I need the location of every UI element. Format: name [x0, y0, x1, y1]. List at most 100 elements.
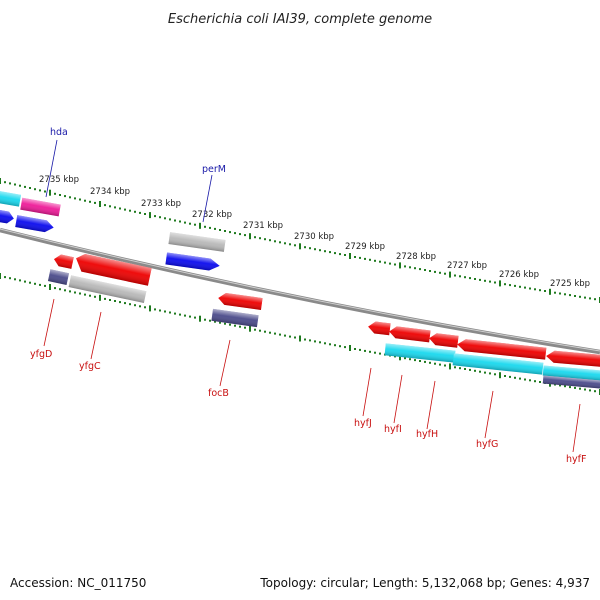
gene-yfgC[interactable] — [74, 252, 152, 286]
minor-tick — [439, 271, 441, 274]
gene-hyfG[interactable] — [457, 338, 547, 360]
minor-tick — [594, 298, 596, 301]
minor-tick — [59, 194, 61, 196]
gene-label-yfgD[interactable]: yfgD — [30, 349, 52, 360]
major-tick — [299, 243, 301, 250]
minor-tick — [539, 381, 541, 383]
minor-tick — [279, 333, 281, 336]
minor-tick — [54, 192, 56, 195]
minor-tick — [224, 230, 226, 232]
map-title: Escherichia coli IAI39, complete genome — [168, 12, 432, 27]
gene-hda[interactable] — [20, 197, 61, 217]
minor-tick — [79, 292, 81, 295]
gene-hyfF[interactable] — [546, 350, 600, 368]
gene-feature[interactable] — [68, 275, 147, 303]
gene-feature[interactable] — [384, 343, 456, 363]
minor-tick — [444, 364, 446, 367]
gene-feature[interactable] — [15, 215, 55, 233]
minor-tick — [579, 295, 581, 298]
minor-tick — [429, 270, 431, 272]
minor-tick — [59, 288, 61, 291]
minor-tick — [189, 315, 191, 318]
minor-tick — [24, 185, 26, 188]
minor-tick — [294, 336, 296, 339]
gene-feature[interactable] — [542, 375, 600, 389]
minor-tick — [109, 299, 111, 301]
gene-label-focB[interactable]: focB — [208, 388, 229, 399]
minor-tick — [454, 366, 456, 369]
minor-tick — [354, 348, 356, 350]
minor-tick — [124, 208, 126, 211]
gene-feature[interactable] — [452, 353, 544, 375]
minor-tick — [24, 280, 26, 283]
major-tick — [49, 189, 51, 196]
major-tick — [549, 288, 551, 295]
gene-yfgD[interactable] — [47, 269, 70, 285]
minor-tick — [29, 187, 31, 189]
gene-hyfI[interactable] — [388, 325, 431, 343]
scale-label: 2735 kbp — [39, 175, 79, 185]
minor-tick — [229, 323, 231, 326]
minor-tick — [584, 296, 586, 299]
major-tick — [449, 363, 451, 370]
minor-tick — [39, 283, 41, 286]
minor-tick — [229, 231, 231, 234]
minor-tick — [524, 378, 526, 381]
minor-tick — [79, 198, 81, 201]
gene-feature[interactable] — [0, 189, 22, 207]
gene-feature[interactable] — [0, 208, 15, 224]
minor-tick — [14, 183, 16, 186]
minor-tick — [314, 340, 316, 343]
gene-label-hyfH[interactable]: hyfH — [416, 429, 438, 440]
minor-tick — [459, 367, 461, 370]
gene-label-hda[interactable]: hda — [50, 127, 68, 138]
scale-ticks-top — [0, 178, 600, 303]
minor-tick — [14, 278, 16, 281]
major-tick — [499, 280, 501, 287]
gene-label-hyfJ[interactable]: hyfJ — [354, 418, 372, 429]
gene-label-hyfG[interactable]: hyfG — [476, 439, 498, 450]
minor-tick — [309, 247, 311, 250]
minor-tick — [64, 289, 66, 292]
gene-feature[interactable] — [542, 365, 600, 381]
minor-tick — [479, 370, 481, 373]
minor-tick — [44, 284, 46, 287]
gene-label-hyfI[interactable]: hyfI — [384, 424, 402, 435]
minor-tick — [559, 292, 561, 295]
minor-tick — [264, 238, 266, 241]
minor-tick — [174, 219, 176, 222]
forward-genes — [0, 189, 226, 271]
leader-lines — [43, 139, 581, 453]
minor-tick — [329, 251, 331, 254]
minor-tick — [164, 217, 166, 220]
minor-tick — [459, 275, 461, 278]
gene-focB[interactable] — [211, 308, 259, 328]
minor-tick — [519, 285, 521, 288]
gene-label-perM[interactable]: perM — [202, 164, 226, 175]
minor-tick — [519, 377, 521, 380]
minor-tick — [9, 182, 11, 185]
major-tick — [0, 178, 1, 184]
minor-tick — [374, 351, 376, 354]
minor-tick — [304, 246, 306, 249]
minor-tick — [144, 306, 146, 309]
gene-feature[interactable] — [168, 232, 226, 252]
gene-label-hyfF[interactable]: hyfF — [566, 454, 586, 465]
gene-feature[interactable] — [217, 292, 263, 311]
scale-label: 2727 kbp — [447, 261, 487, 271]
gene-hyfJ[interactable] — [367, 321, 391, 336]
gene-hyfH[interactable] — [428, 332, 459, 348]
minor-tick — [429, 361, 431, 364]
minor-tick — [274, 240, 276, 243]
scale-label: 2726 kbp — [499, 270, 539, 280]
gene-feature[interactable] — [53, 253, 74, 269]
gene-perM[interactable] — [165, 252, 220, 271]
minor-tick — [154, 308, 156, 311]
minor-tick — [119, 301, 121, 304]
scale-label: 2731 kbp — [243, 221, 283, 231]
minor-tick — [454, 274, 456, 277]
major-tick — [349, 345, 351, 351]
major-tick — [399, 262, 401, 269]
minor-tick — [334, 344, 336, 347]
gene-label-yfgC[interactable]: yfgC — [79, 361, 101, 372]
